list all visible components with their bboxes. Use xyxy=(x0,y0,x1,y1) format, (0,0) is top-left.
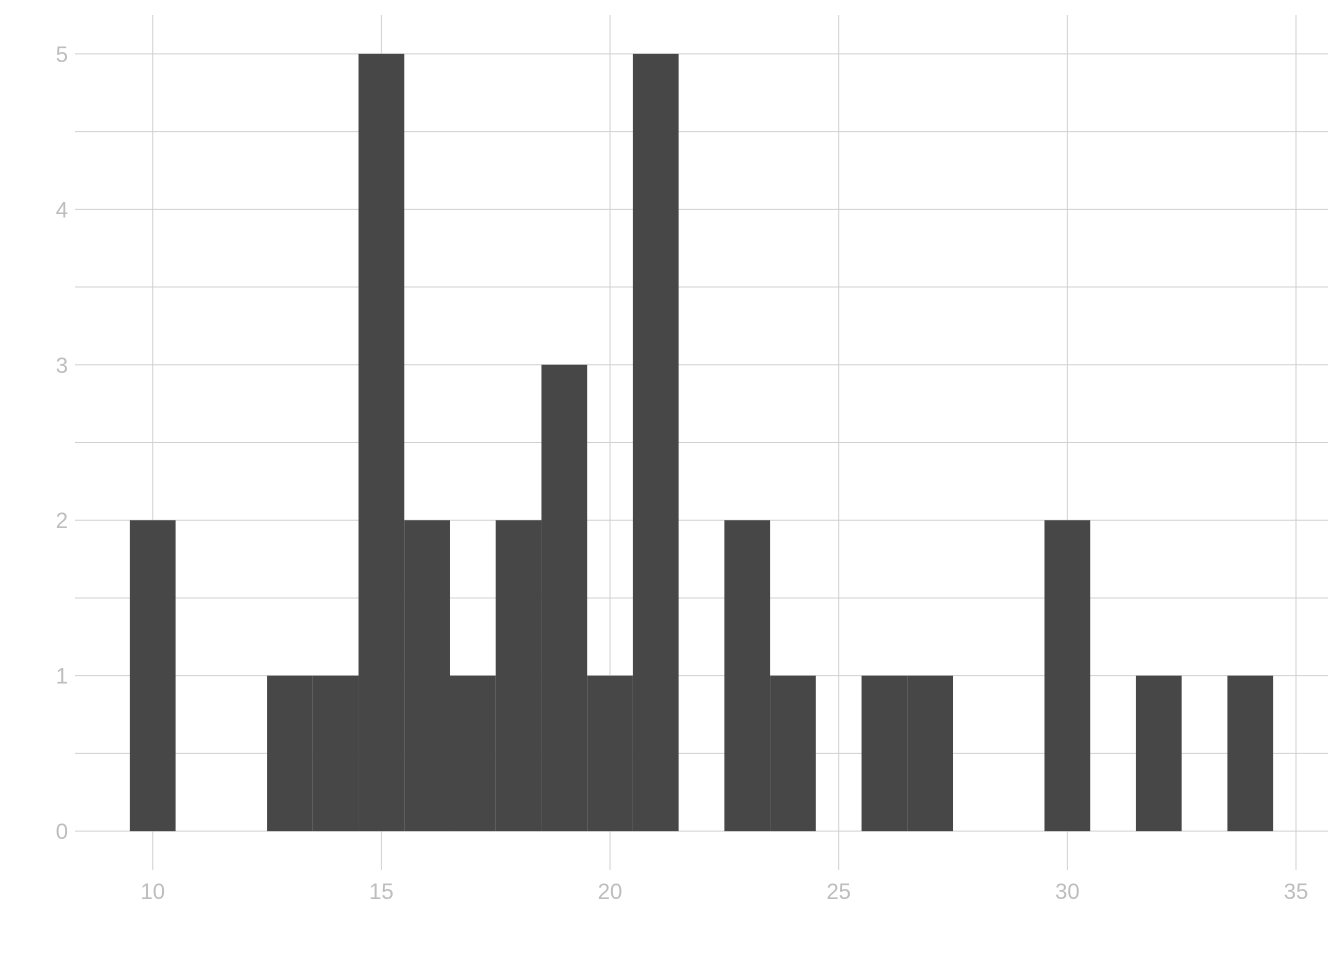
histogram-bar xyxy=(587,675,633,832)
histogram-bar xyxy=(358,53,405,832)
x-tick-label: 10 xyxy=(140,879,164,904)
histogram-bar xyxy=(861,675,908,832)
x-tick-label: 20 xyxy=(598,879,622,904)
histogram-bar xyxy=(907,675,954,832)
x-tick-label: 30 xyxy=(1055,879,1079,904)
histogram-bar xyxy=(495,520,542,832)
x-axis-tick-labels: 10 15 20 25 30 35 xyxy=(140,879,1308,904)
x-tick-label: 15 xyxy=(369,879,393,904)
histogram-bar xyxy=(129,520,176,832)
histogram-bar xyxy=(1135,675,1182,832)
histogram-bar xyxy=(267,675,313,832)
y-tick-label: 0 xyxy=(56,819,68,844)
histogram-bar xyxy=(770,675,816,832)
histogram-bar xyxy=(312,675,359,832)
histogram-bar xyxy=(404,520,450,832)
y-axis-tick-labels: 0 1 2 3 4 5 xyxy=(56,42,68,844)
histogram-bar xyxy=(1044,520,1091,832)
y-tick-label: 4 xyxy=(56,197,68,222)
histogram-bar xyxy=(1227,675,1274,832)
histogram-bars xyxy=(129,53,1274,832)
y-tick-label: 3 xyxy=(56,353,68,378)
y-tick-label: 2 xyxy=(56,508,68,533)
x-tick-label: 25 xyxy=(826,879,850,904)
histogram-bar xyxy=(541,364,588,832)
histogram-bar xyxy=(632,53,679,832)
y-tick-label: 1 xyxy=(56,664,68,689)
x-tick-label: 35 xyxy=(1284,879,1308,904)
histogram-bar xyxy=(449,675,496,832)
y-tick-label: 5 xyxy=(56,42,68,67)
histogram-bar xyxy=(724,520,771,832)
